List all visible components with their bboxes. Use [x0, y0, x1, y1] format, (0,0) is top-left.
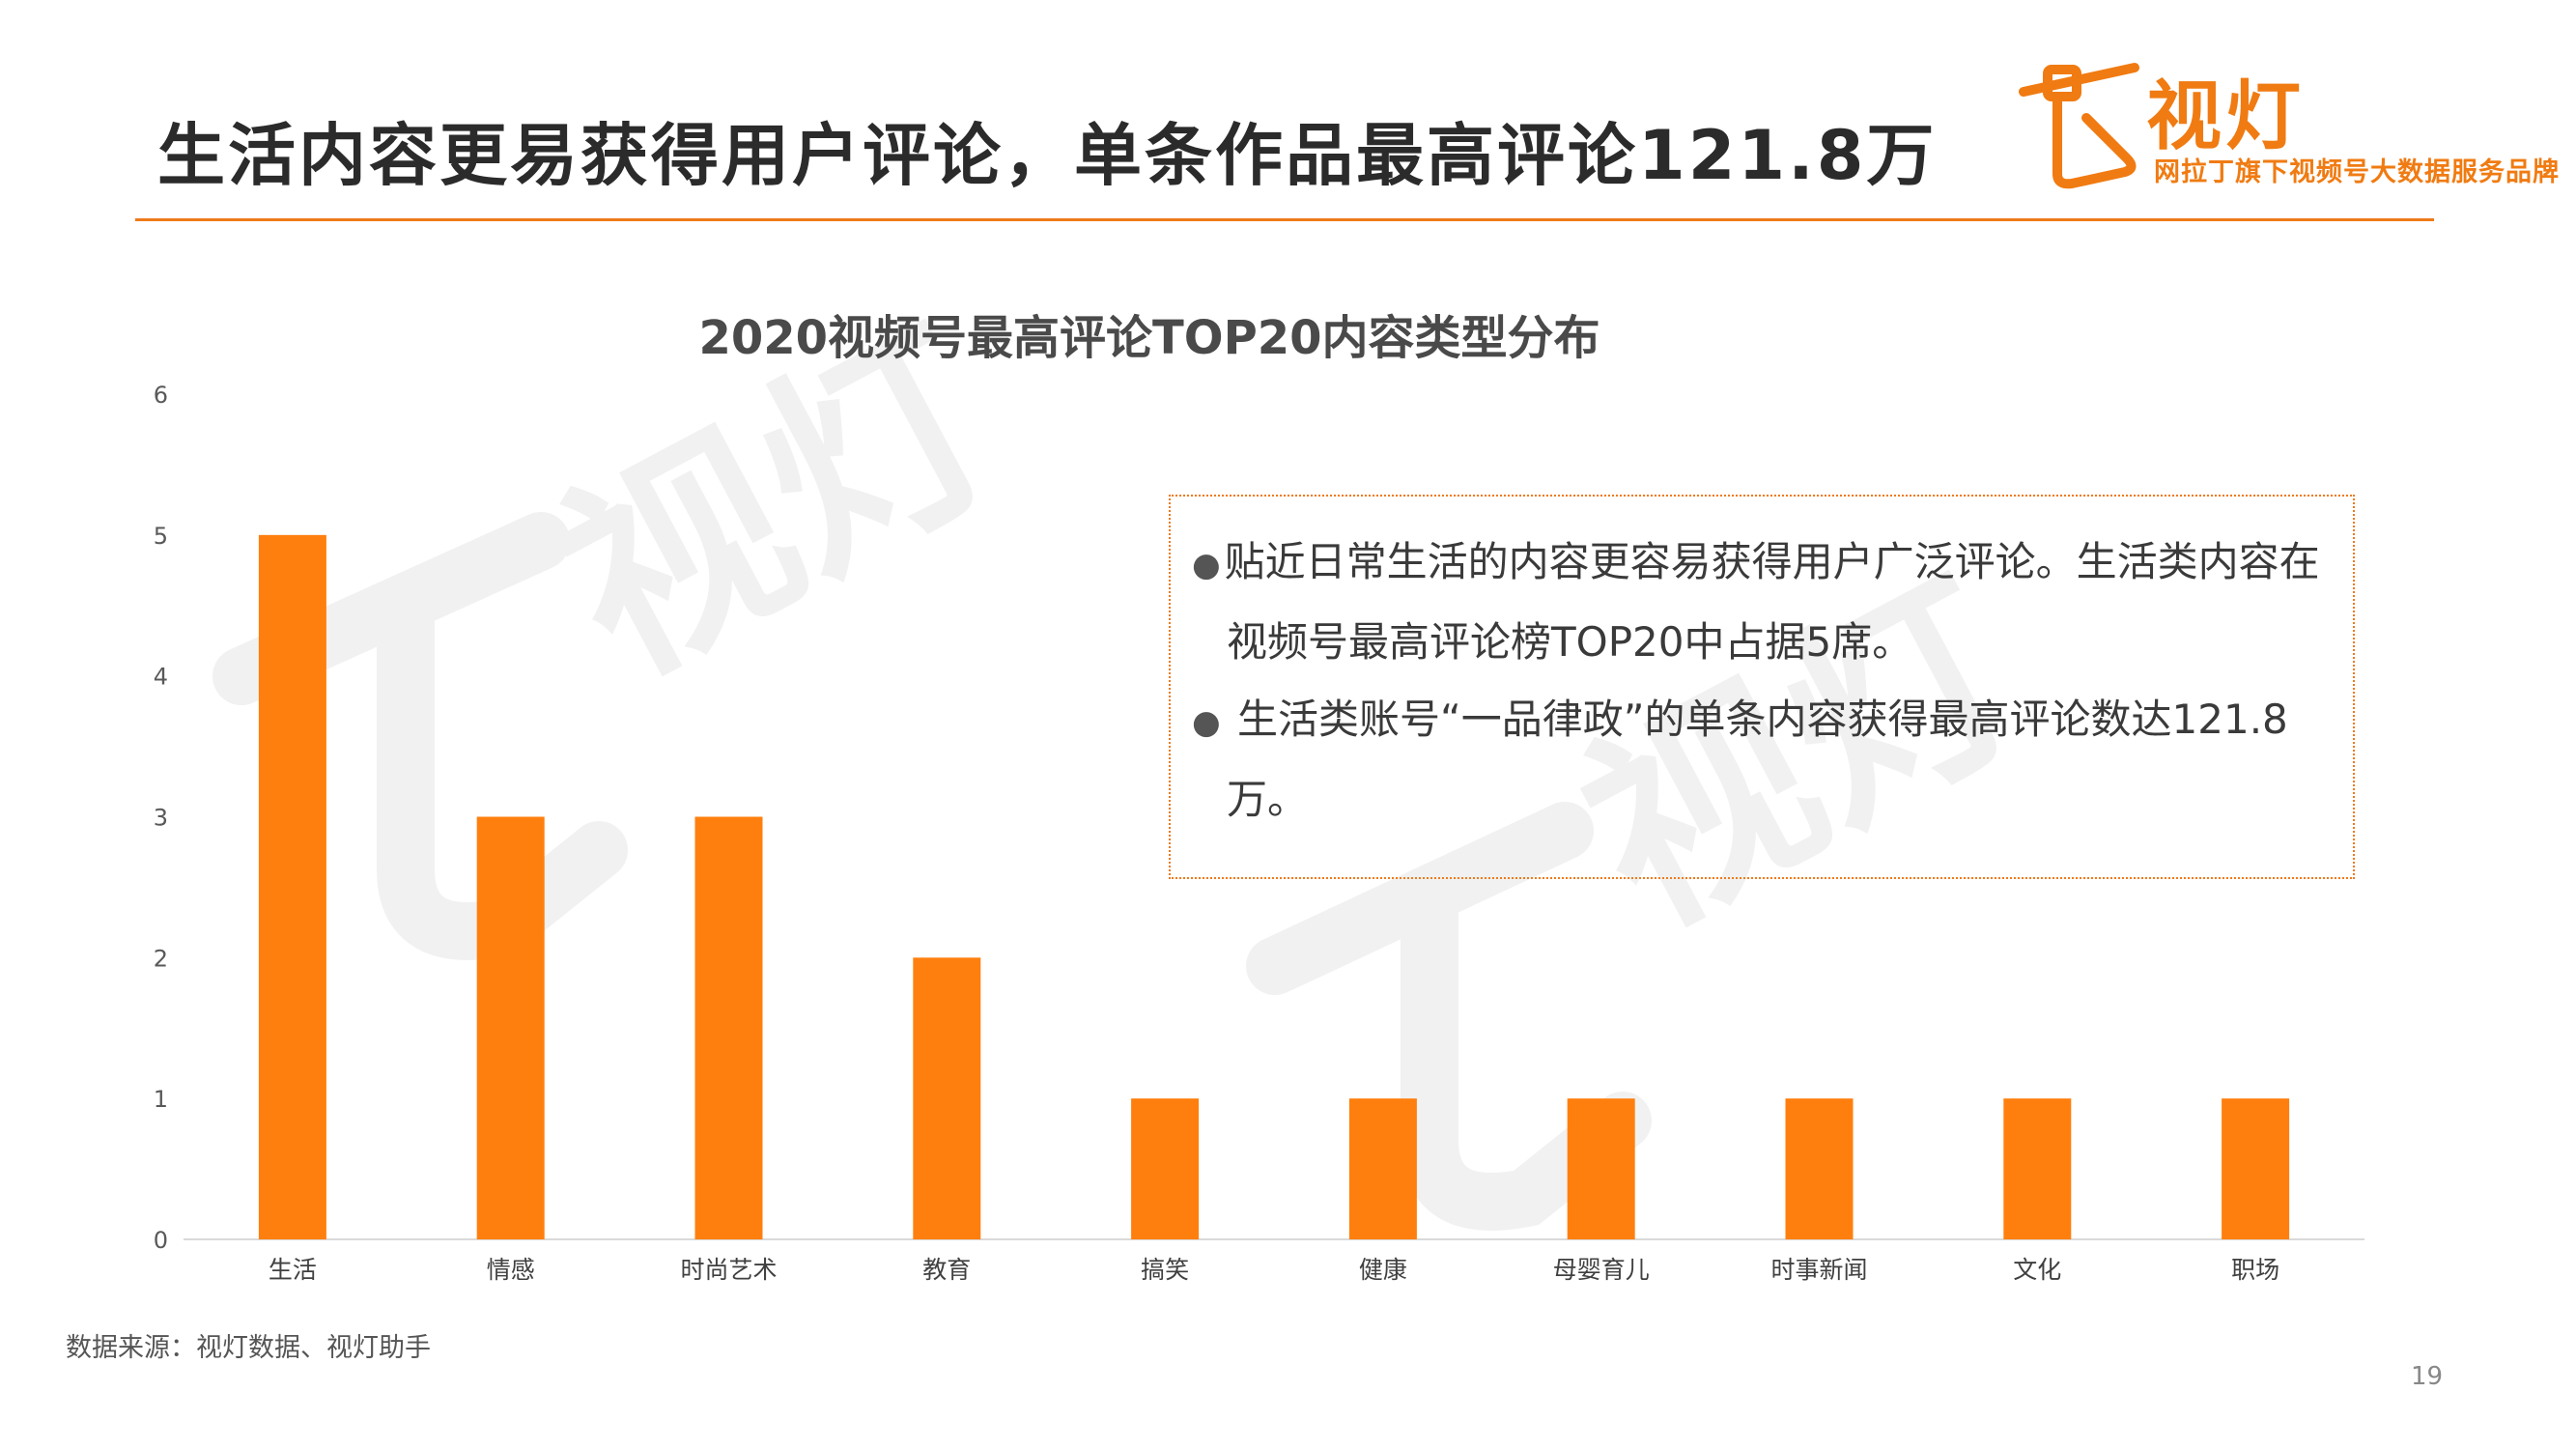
- y-tick-label: 3: [154, 805, 168, 832]
- bar: [913, 957, 981, 1239]
- bar: [1131, 1098, 1200, 1239]
- page-title: 生活内容更易获得用户评论，单条作品最高评论121.8万: [157, 116, 1938, 195]
- callout-text: 贴近日常生活的内容更容易获得用户广泛评论。生活类内容在视频号最高评论榜TOP20…: [1224, 538, 2320, 666]
- callout-box: ●贴近日常生活的内容更容易获得用户广泛评论。生活类内容在视频号最高评论榜TOP2…: [1169, 495, 2355, 879]
- bar: [1785, 1098, 1854, 1239]
- bar: [694, 816, 763, 1239]
- y-tick-label: 5: [154, 523, 168, 550]
- x-tick-label: 时尚艺术: [680, 1256, 777, 1284]
- chart-title: 2020视频号最高评论TOP20内容类型分布: [698, 311, 1600, 365]
- page-number: 19: [2411, 1362, 2444, 1391]
- callout-bullet: ● 生活类账号“一品律政”的单条内容获得最高评论数达121.8万。: [1192, 681, 2334, 838]
- x-tick-label: 情感: [487, 1256, 535, 1284]
- x-tick-label: 教育: [922, 1256, 971, 1284]
- y-tick-label: 4: [154, 664, 168, 691]
- y-tick-label: 0: [154, 1227, 168, 1254]
- x-tick-label: 生活: [269, 1256, 317, 1284]
- bar: [1348, 1098, 1417, 1239]
- y-tick-label: 2: [154, 945, 168, 972]
- bar: [2003, 1098, 2072, 1239]
- brand-name: 视灯: [2146, 73, 2306, 160]
- brand-logo: 视灯 网拉丁旗下视频号大数据服务品牌: [2019, 58, 2560, 193]
- bar: [258, 534, 326, 1239]
- bar: [476, 816, 545, 1239]
- callout-bullet: ●贴近日常生活的内容更容易获得用户广泛评论。生活类内容在视频号最高评论榜TOP2…: [1192, 524, 2334, 681]
- callout-text: 生活类账号“一品律政”的单条内容获得最高评论数达121.8万。: [1224, 696, 2288, 823]
- x-tick-label: 搞笑: [1141, 1256, 1189, 1284]
- x-tick-label: 职场: [2231, 1256, 2279, 1284]
- data-source: 数据来源：视灯数据、视灯助手: [66, 1333, 431, 1363]
- bar: [1567, 1098, 1635, 1239]
- y-tick-label: 6: [154, 382, 168, 409]
- y-tick-label: 1: [154, 1086, 168, 1113]
- x-tick-label: 健康: [1359, 1256, 1407, 1284]
- x-tick-label: 时事新闻: [1770, 1256, 1867, 1284]
- bullet-icon: ●: [1192, 703, 1221, 742]
- x-tick-label: 母婴育儿: [1553, 1256, 1650, 1284]
- x-tick-label: 文化: [2013, 1256, 2061, 1284]
- bar: [2222, 1098, 2290, 1239]
- bullet-icon: ●: [1192, 546, 1221, 584]
- brand-tagline: 网拉丁旗下视频号大数据服务品牌: [2154, 157, 2560, 187]
- title-divider: [135, 218, 2434, 221]
- lighthouse-icon: [2019, 63, 2139, 189]
